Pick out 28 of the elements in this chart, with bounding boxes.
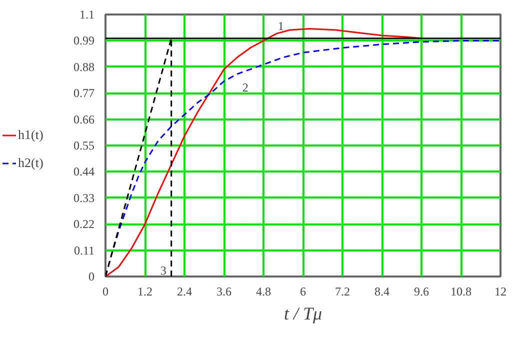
y-tick-label: 0.88 [74, 60, 94, 74]
x-tick-label: 10.8 [450, 284, 472, 298]
x-tick-label: 12 [494, 284, 506, 298]
annotation: 3 [160, 264, 166, 278]
x-tick-label: 8.4 [374, 284, 390, 298]
x-tick-label: 3.6 [216, 284, 232, 298]
x-axis-title: t / Tμ [284, 304, 322, 324]
x-tick-label: 7.2 [335, 284, 350, 298]
y-tick-label: 0 [88, 270, 94, 284]
annotation: 1 [278, 18, 284, 33]
y-tick-label: 0.55 [74, 138, 94, 152]
y-tick-label: 1.1 [80, 8, 94, 22]
x-tick-label: 4.8 [256, 284, 271, 298]
y-tick-label: 0.33 [74, 190, 94, 205]
x-tick-label: 6 [300, 284, 306, 298]
y-tick-label: 0.66 [74, 112, 94, 126]
y-tick-label: 0.22 [74, 217, 94, 232]
y-tick-label: 0.44 [74, 164, 94, 179]
y-tick-label: 0.77 [74, 86, 94, 100]
legend-label: h2(t) [18, 155, 44, 171]
x-tick-label: 0 [102, 284, 108, 298]
x-tick-label: 2.4 [177, 284, 192, 298]
y-tick-label: 0.99 [74, 34, 94, 48]
y-tick-label: 0.11 [74, 243, 95, 258]
x-tick-label: 9.6 [414, 284, 429, 298]
x-tick-label: 1.2 [138, 284, 152, 298]
annotation: 2 [242, 80, 248, 94]
legend-label: h1(t) [18, 127, 44, 143]
